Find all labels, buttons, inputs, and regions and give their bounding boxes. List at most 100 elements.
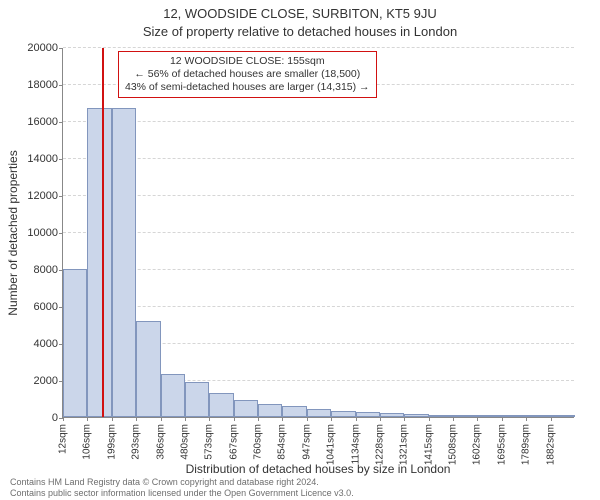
histogram-bar bbox=[453, 415, 477, 417]
histogram-bar bbox=[429, 415, 453, 417]
ytick-label: 8000 bbox=[10, 264, 58, 276]
xtick-label: 573sqm bbox=[204, 424, 215, 460]
xtick-label: 1882sqm bbox=[545, 424, 556, 465]
histogram-bar bbox=[87, 108, 111, 417]
gridline bbox=[63, 47, 574, 48]
xtick-mark bbox=[526, 417, 527, 421]
ytick-mark bbox=[59, 196, 63, 197]
footer-line-2: Contains public sector information licen… bbox=[10, 488, 354, 498]
chart-root: 12, WOODSIDE CLOSE, SURBITON, KT5 9JU Si… bbox=[0, 0, 600, 500]
ytick-label: 14000 bbox=[10, 153, 58, 165]
xtick-label: 1695sqm bbox=[496, 424, 507, 465]
ytick-label: 12000 bbox=[10, 190, 58, 202]
gridline bbox=[63, 121, 574, 122]
xtick-mark bbox=[307, 417, 308, 421]
xtick-mark bbox=[429, 417, 430, 421]
xtick-mark bbox=[112, 417, 113, 421]
xtick-label: 1321sqm bbox=[399, 424, 410, 465]
ytick-mark bbox=[59, 122, 63, 123]
annotation-box: 12 WOODSIDE CLOSE: 155sqm← 56% of detach… bbox=[118, 51, 377, 98]
histogram-bar bbox=[331, 411, 355, 417]
histogram-bar bbox=[209, 393, 233, 417]
xtick-mark bbox=[453, 417, 454, 421]
ytick-label: 10000 bbox=[10, 227, 58, 239]
xtick-mark bbox=[185, 417, 186, 421]
xtick-label: 293sqm bbox=[131, 424, 142, 460]
xtick-label: 760sqm bbox=[253, 424, 264, 460]
chart-subtitle: Size of property relative to detached ho… bbox=[0, 24, 600, 39]
gridline bbox=[63, 269, 574, 270]
xtick-label: 1508sqm bbox=[448, 424, 459, 465]
histogram-bar bbox=[63, 269, 87, 417]
xtick-label: 1602sqm bbox=[472, 424, 483, 465]
ytick-label: 16000 bbox=[10, 116, 58, 128]
ytick-label: 2000 bbox=[10, 375, 58, 387]
gridline bbox=[63, 195, 574, 196]
plot-area: 12 WOODSIDE CLOSE: 155sqm← 56% of detach… bbox=[62, 48, 574, 418]
xtick-label: 1134sqm bbox=[350, 424, 361, 464]
ytick-label: 0 bbox=[10, 412, 58, 424]
xtick-mark bbox=[331, 417, 332, 421]
histogram-bar bbox=[258, 404, 282, 417]
histogram-bar bbox=[551, 415, 575, 417]
xtick-label: 480sqm bbox=[179, 424, 190, 460]
histogram-bar bbox=[161, 374, 185, 417]
ytick-mark bbox=[59, 48, 63, 49]
xtick-label: 1415sqm bbox=[423, 424, 434, 465]
histogram-bar bbox=[185, 382, 209, 417]
xtick-label: 12sqm bbox=[58, 424, 69, 454]
xtick-mark bbox=[502, 417, 503, 421]
xtick-mark bbox=[63, 417, 64, 421]
xtick-mark bbox=[404, 417, 405, 421]
histogram-bar bbox=[282, 406, 306, 417]
xtick-mark bbox=[161, 417, 162, 421]
xtick-label: 386sqm bbox=[155, 424, 166, 460]
histogram-bar bbox=[477, 415, 501, 417]
ytick-label: 18000 bbox=[10, 79, 58, 91]
xtick-mark bbox=[234, 417, 235, 421]
annotation-line-1: 12 WOODSIDE CLOSE: 155sqm bbox=[125, 55, 370, 68]
footer-line-1: Contains HM Land Registry data © Crown c… bbox=[10, 477, 354, 487]
xtick-label: 1041sqm bbox=[326, 424, 337, 465]
xtick-label: 1789sqm bbox=[521, 424, 532, 465]
ytick-label: 6000 bbox=[10, 301, 58, 313]
xtick-mark bbox=[477, 417, 478, 421]
histogram-bar bbox=[234, 400, 258, 417]
xtick-label: 199sqm bbox=[106, 424, 117, 460]
chart-title: 12, WOODSIDE CLOSE, SURBITON, KT5 9JU bbox=[0, 6, 600, 21]
footer-attribution: Contains HM Land Registry data © Crown c… bbox=[10, 477, 354, 498]
histogram-bar bbox=[380, 413, 404, 417]
histogram-bar bbox=[307, 409, 331, 417]
xtick-label: 667sqm bbox=[228, 424, 239, 460]
property-size-marker bbox=[102, 48, 104, 417]
xtick-mark bbox=[209, 417, 210, 421]
xtick-mark bbox=[87, 417, 88, 421]
ytick-label: 4000 bbox=[10, 338, 58, 350]
annotation-line-3: 43% of semi-detached houses are larger (… bbox=[125, 81, 370, 94]
gridline bbox=[63, 158, 574, 159]
gridline bbox=[63, 306, 574, 307]
gridline bbox=[63, 232, 574, 233]
xtick-mark bbox=[356, 417, 357, 421]
histogram-bar bbox=[112, 108, 136, 417]
xtick-label: 854sqm bbox=[277, 424, 288, 460]
annotation-line-2: ← 56% of detached houses are smaller (18… bbox=[125, 68, 370, 81]
xtick-mark bbox=[380, 417, 381, 421]
histogram-bar bbox=[526, 415, 550, 417]
xtick-label: 1228sqm bbox=[374, 424, 385, 465]
ytick-label: 20000 bbox=[10, 42, 58, 54]
ytick-mark bbox=[59, 159, 63, 160]
xtick-label: 106sqm bbox=[82, 424, 93, 460]
histogram-bar bbox=[502, 415, 526, 417]
xtick-mark bbox=[282, 417, 283, 421]
ytick-mark bbox=[59, 233, 63, 234]
xtick-mark bbox=[551, 417, 552, 421]
xtick-mark bbox=[258, 417, 259, 421]
xtick-label: 947sqm bbox=[301, 424, 312, 460]
xtick-mark bbox=[136, 417, 137, 421]
histogram-bar bbox=[404, 414, 428, 417]
ytick-mark bbox=[59, 85, 63, 86]
histogram-bar bbox=[136, 321, 160, 417]
y-axis-label: Number of detached properties bbox=[6, 68, 20, 233]
histogram-bar bbox=[356, 412, 380, 417]
